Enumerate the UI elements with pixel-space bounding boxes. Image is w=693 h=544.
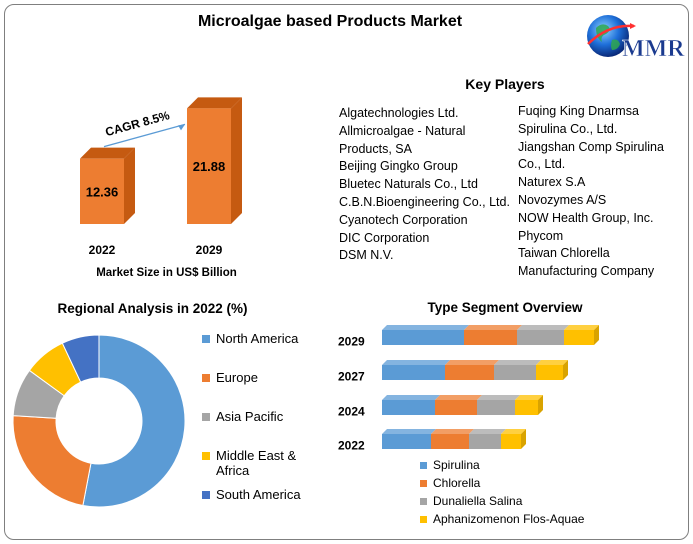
- type-bar-segment: [517, 325, 569, 345]
- type-bar-segment: [469, 429, 506, 449]
- legend-item: Chlorella: [420, 476, 480, 490]
- type-segment-title: Type Segment Overview: [427, 300, 583, 315]
- legend-swatch: [202, 413, 210, 421]
- market-bar-2022: [80, 147, 135, 224]
- key-players-column-1: Algatechnologies Ltd. Allmicroalgae - Na…: [339, 105, 511, 265]
- key-player: Allmicroalgae - Natural Products, SA: [339, 123, 466, 156]
- key-player: NOW Health Group, Inc.: [518, 210, 654, 225]
- type-bar-segment: [494, 360, 541, 380]
- legend-swatch: [420, 498, 427, 505]
- cagr-arrow: [103, 123, 186, 148]
- legend-item: South America: [202, 487, 311, 502]
- market-size-caption: Market Size in US$ Billion: [96, 267, 237, 279]
- regional-analysis-title: Regional Analysis in 2022 (%): [57, 301, 248, 316]
- legend-item: North America: [202, 331, 311, 346]
- donut-slice-south-america: [61, 334, 100, 383]
- key-player: Taiwan Chlorella Manufacturing Company: [518, 246, 655, 279]
- key-player: Jiangshan Comp Spirulina Co., Ltd.: [518, 139, 664, 172]
- type-bar-category-label: 2024: [338, 405, 365, 419]
- legend-label: Asia Pacific: [216, 409, 284, 424]
- market-size-bar-chart: 12.36 2022 21.88 2029 CAGR 8.5%: [80, 97, 242, 257]
- key-players-column-2: Fuqing King Dnarmsa Spirulina Co., Ltd. …: [518, 103, 683, 281]
- regional-donut-chart: [12, 334, 186, 508]
- key-player: Beijing Gingko Group: [339, 159, 458, 174]
- type-bar-segment: [501, 429, 526, 449]
- type-bar-segment: [445, 360, 499, 380]
- legend-item: Dunaliella Salina: [420, 494, 522, 508]
- type-bar-segment: [536, 360, 568, 380]
- legend-label: Aphanizomenon Flos-Aquae: [433, 512, 585, 526]
- legend-label: Spirulina: [433, 458, 480, 472]
- legend-swatch: [202, 491, 210, 499]
- type-bar-segment: [382, 325, 469, 345]
- key-player: C.B.N.Bioengineering Co., Ltd.: [339, 194, 510, 209]
- legend-label: Chlorella: [433, 476, 481, 490]
- type-bar-segment: [477, 395, 520, 415]
- key-player: DSM N.V.: [339, 248, 394, 263]
- legend-item: Europe: [202, 370, 311, 385]
- key-players-title: Key Players: [465, 76, 545, 92]
- cagr-label: CAGR 8.5%: [104, 108, 172, 139]
- key-player: DIC Corporation: [339, 230, 430, 245]
- legend-label: Middle East & Africa: [216, 448, 297, 478]
- key-player: Fuqing King Dnarmsa Spirulina Co., Ltd.: [518, 104, 639, 136]
- type-bar-segment: [564, 325, 599, 345]
- type-bar-segment: [382, 360, 450, 380]
- type-bar-segment: [382, 429, 436, 449]
- type-bar-category-label: 2029: [338, 335, 365, 349]
- type-bar-segment: [431, 429, 474, 449]
- legend-label: Europe: [216, 370, 258, 385]
- legend-swatch: [420, 516, 427, 523]
- legend-item: Middle East & Africa: [202, 448, 311, 478]
- key-player: Cyanotech Corporation: [339, 212, 468, 227]
- legend-label: South America: [216, 487, 301, 502]
- legend-label: Dunaliella Salina: [433, 494, 523, 508]
- legend-item: Asia Pacific: [202, 409, 311, 424]
- key-player: Algatechnologies Ltd.: [339, 106, 459, 120]
- legend-swatch: [202, 374, 210, 382]
- legend-swatch: [202, 452, 210, 460]
- type-bar-category-label: 2022: [338, 439, 365, 453]
- market-bar-category-label: 2029: [196, 243, 223, 257]
- key-player: Phycom: [518, 228, 564, 243]
- page-title: Microalgae based Products Market: [197, 13, 463, 30]
- donut-slice-europe: [12, 415, 92, 507]
- type-bar-segment: [464, 325, 522, 345]
- type-bar-category-label: 2027: [338, 370, 365, 384]
- key-player: Naturex S.A: [518, 175, 586, 190]
- type-segment-bar-chart: 2029 2027 2024 2022: [338, 325, 599, 453]
- legend-swatch: [420, 462, 427, 469]
- mmr-logo: MMR: [587, 15, 686, 62]
- legend-label: North America: [216, 331, 299, 346]
- market-bar-2029: [187, 97, 242, 224]
- market-bar-value-label: 21.88: [193, 159, 226, 174]
- market-bar-category-label: 2022: [89, 243, 116, 257]
- market-bar-value-label: 12.36: [86, 184, 119, 199]
- type-bar-segment: [515, 395, 543, 415]
- logo-text: MMR: [622, 36, 685, 62]
- key-player: Novozymes A/S: [518, 192, 607, 207]
- key-player: Bluetec Naturals Co., Ltd: [339, 177, 478, 192]
- legend-swatch: [420, 480, 427, 487]
- infographic-frame: [4, 4, 689, 540]
- legend-item: Aphanizomenon Flos-Aquae: [420, 512, 584, 526]
- type-bar-segment: [435, 395, 482, 415]
- legend-item: Spirulina: [420, 458, 480, 472]
- legend-swatch: [202, 335, 210, 343]
- donut-slice-north-america: [82, 334, 186, 508]
- type-bar-segment: [382, 395, 440, 415]
